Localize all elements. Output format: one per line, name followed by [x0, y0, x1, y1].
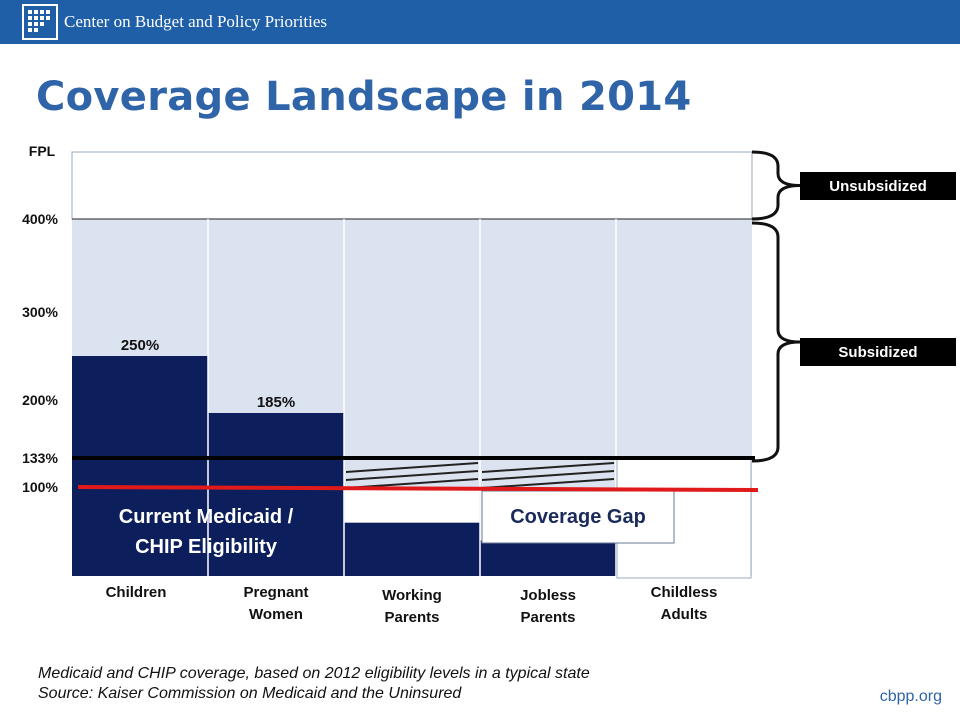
medicaid-bars [72, 356, 616, 576]
unsubsidized-region [71, 151, 753, 220]
site-url: cbpp.org [879, 688, 942, 705]
caption: Medicaid and CHIP coverage, based on 201… [38, 664, 590, 704]
header-bar: Center on Budget and Policy Priorities [0, 0, 960, 44]
y-axis-ticks: 400% 300% 200% 133% 100% [22, 211, 58, 495]
category-label-1: Pregnant [243, 584, 308, 601]
coverage-gap-box [345, 457, 752, 579]
category-label-1: Women [249, 606, 303, 623]
subsidized-label: Subsidized [838, 344, 917, 361]
caption-line2: Source: Kaiser Commission on Medicaid an… [38, 685, 462, 702]
medicaid-label-line2: CHIP Eligibility [135, 536, 278, 558]
cbpp-logo-icon [22, 4, 58, 40]
y-tick-400: 400% [22, 211, 58, 227]
coverage-gap-label-box [481, 490, 675, 544]
threshold-100-line [77, 485, 759, 492]
medicaid-label-line1: Current Medicaid / [119, 506, 294, 528]
hatch-line [481, 462, 615, 473]
subsidized-label-bg [800, 338, 956, 366]
bar-1 [208, 412, 344, 576]
brackets [751, 150, 801, 463]
hatch-line [345, 462, 479, 473]
category-label-3: Jobless [520, 587, 576, 604]
category-label-4: Adults [661, 606, 708, 623]
unsubsidized-bracket [751, 150, 801, 221]
subsidized-bracket [751, 221, 801, 463]
bar-value-label-0: 250% [121, 337, 159, 354]
y-tick-200: 200% [22, 392, 58, 408]
hatch-line [345, 470, 479, 481]
threshold-lines [72, 456, 759, 492]
unsubsidized-label: Unsubsidized [829, 178, 927, 195]
category-label-2: Parents [384, 609, 439, 626]
category-labels: Children Pregnant Women Working Parents Joble… [106, 584, 718, 626]
org-name: Center on Budget and Policy Priorities [64, 12, 327, 31]
unsubsidized-label-bg [800, 172, 956, 200]
gap-fill-2 [345, 489, 479, 523]
bar-value-labels: 250% 185% [121, 337, 295, 411]
y-tick-100: 100% [22, 479, 58, 495]
y-tick-300: 300% [22, 304, 58, 320]
hatch-line [481, 470, 615, 481]
bar-3 [480, 540, 616, 576]
caption-line1: Medicaid and CHIP coverage, based on 201… [38, 665, 590, 682]
bar-0 [72, 356, 208, 576]
hatch-line [481, 478, 615, 489]
category-label-4: Childless [651, 584, 718, 601]
category-label-2: Working [382, 587, 442, 604]
y-tick-133: 133% [22, 450, 58, 466]
category-label-3: Parents [520, 609, 575, 626]
y-axis-label: FPL [29, 143, 56, 159]
page-title: Coverage Landscape in 2014 [36, 74, 692, 120]
bar-value-label-1: 185% [257, 394, 295, 411]
bar-2 [344, 522, 480, 576]
coverage-gap-label: Coverage Gap [510, 506, 646, 528]
category-label-0: Children [106, 584, 167, 601]
